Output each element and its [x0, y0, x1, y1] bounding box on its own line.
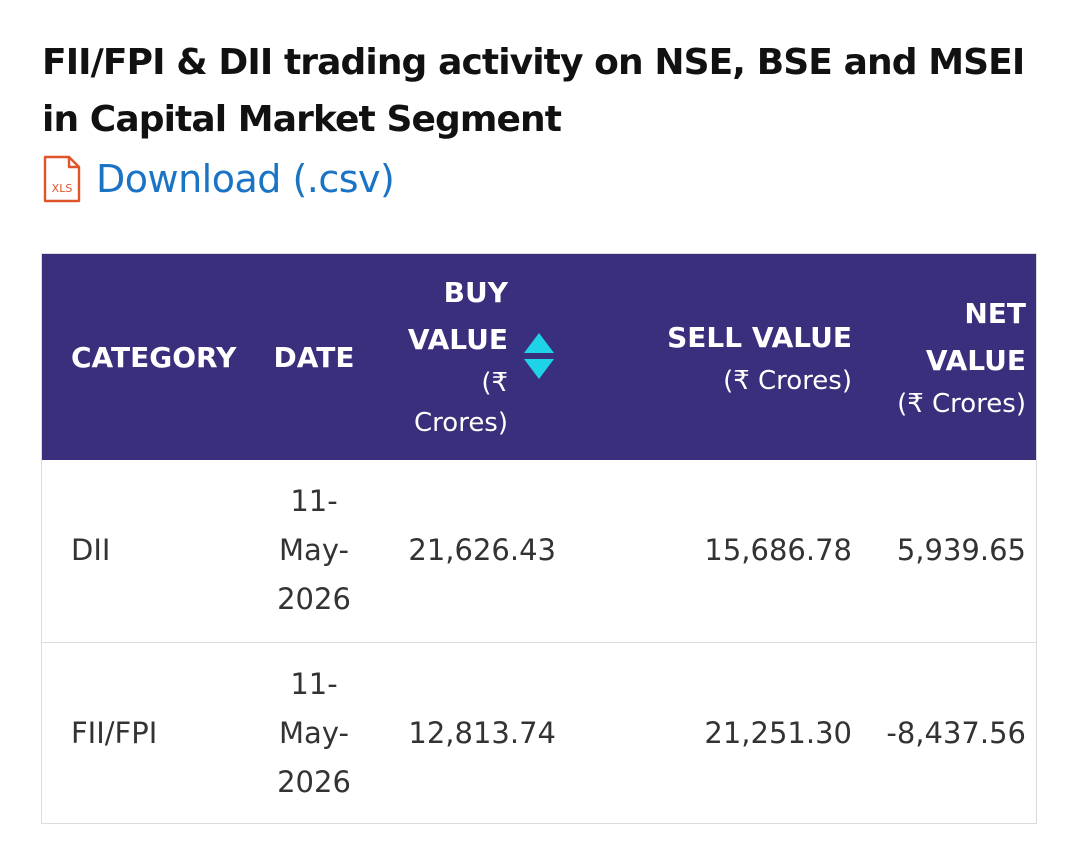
sell-header-unit: (₹ Crores): [723, 365, 852, 396]
date-header-label: DATE: [273, 340, 355, 374]
date-year: 2026: [277, 764, 351, 799]
column-header-category: CATEGORY: [42, 254, 266, 460]
net-header-line1: NET: [964, 297, 1026, 330]
cell-category: FII/FPI: [71, 715, 158, 750]
buy-header-group[interactable]: BUY VALUE (₹ Crores): [407, 269, 554, 443]
cell-buy-value: 21,626.43: [408, 533, 556, 568]
buy-header-line1: BUY: [443, 276, 508, 309]
category-header-label: CATEGORY: [71, 340, 237, 374]
cell-category: DII: [71, 533, 111, 568]
buy-header-unit: (₹: [481, 368, 508, 398]
buy-header-line2: VALUE: [407, 323, 508, 356]
date-month: May-: [279, 533, 349, 568]
cell-date: 11- May- 2026: [266, 642, 362, 823]
download-label: Download (.csv): [96, 157, 395, 201]
column-header-buy-value[interactable]: BUY VALUE (₹ Crores): [362, 254, 574, 460]
buy-header-unit-2: Crores): [414, 408, 508, 438]
table-row: DII 11- May- 2026 21,626.43 15,686.78 5,…: [42, 460, 1036, 642]
xls-icon-label: XLS: [52, 182, 73, 195]
cell-net-value: -8,437.56: [886, 715, 1026, 750]
column-header-date: DATE: [266, 254, 362, 460]
cell-sell-value: 21,251.30: [704, 715, 852, 750]
table-header-row: CATEGORY DATE BUY VALUE (₹ Crores): [42, 254, 1036, 460]
column-header-sell-value: SELL VALUE (₹ Crores): [574, 254, 858, 460]
column-header-net-value: NET VALUE (₹ Crores): [858, 254, 1036, 460]
fii-dii-table: CATEGORY DATE BUY VALUE (₹ Crores): [41, 253, 1037, 824]
date-day: 11-: [290, 484, 338, 519]
page-title: FII/FPI & DII trading activity on NSE, B…: [42, 42, 1025, 140]
date-year: 2026: [277, 582, 351, 617]
table-row: FII/FPI 11- May- 2026 12,813.74 21,251.3…: [42, 642, 1036, 823]
net-header-unit: (₹ Crores): [897, 389, 1026, 419]
net-header-line2: VALUE: [925, 344, 1026, 377]
xls-file-icon: XLS: [43, 155, 81, 203]
cell-date: 11- May- 2026: [266, 460, 362, 642]
date-month: May-: [279, 715, 349, 750]
cell-net-value: 5,939.65: [896, 533, 1026, 568]
cell-sell-value: 15,686.78: [704, 533, 852, 568]
cell-buy-value: 12,813.74: [408, 715, 556, 750]
date-day: 11-: [290, 666, 338, 701]
sort-up-down-icon[interactable]: [522, 331, 556, 381]
download-csv-link[interactable]: XLS Download (.csv): [42, 152, 395, 206]
sell-header-label: SELL VALUE: [667, 320, 852, 354]
